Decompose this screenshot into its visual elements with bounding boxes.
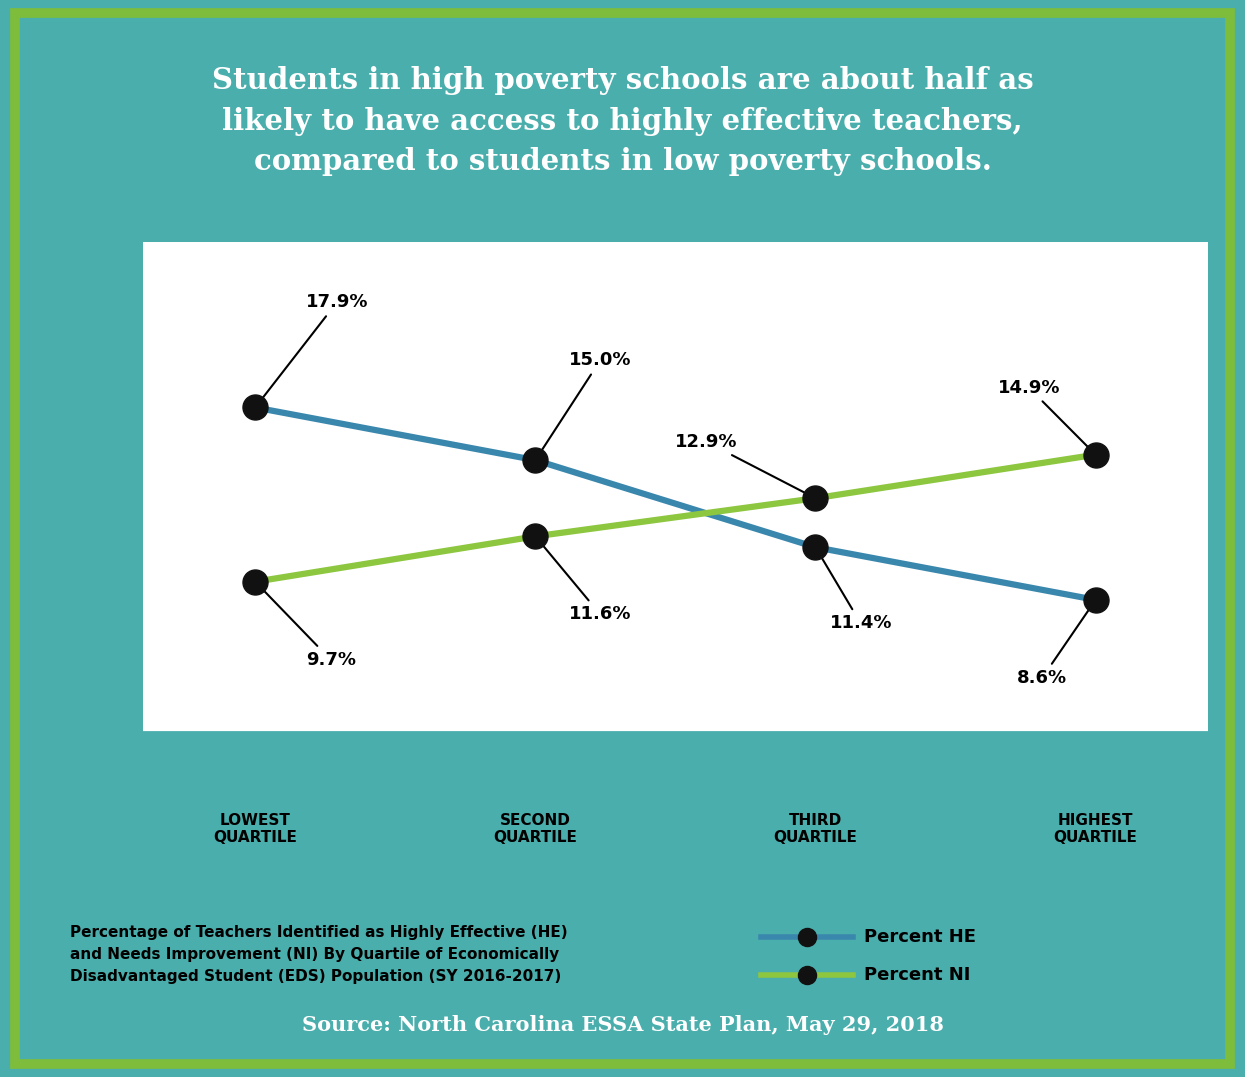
Text: Students in high poverty schools are about half as
likely to have access to high: Students in high poverty schools are abo… bbox=[212, 66, 1033, 177]
Text: Percent NI: Percent NI bbox=[864, 966, 970, 984]
Text: Source: North Carolina ESSA State Plan, May 29, 2018: Source: North Carolina ESSA State Plan, … bbox=[301, 1016, 944, 1035]
Text: HIGHEST
QUARTILE: HIGHEST QUARTILE bbox=[1053, 813, 1138, 845]
Text: SECOND
QUARTILE: SECOND QUARTILE bbox=[493, 813, 578, 845]
Text: 11.4%: 11.4% bbox=[817, 549, 891, 632]
Text: 17.9%: 17.9% bbox=[256, 293, 369, 405]
Text: Percent HE: Percent HE bbox=[864, 927, 976, 946]
Text: THIRD
QUARTILE: THIRD QUARTILE bbox=[773, 813, 858, 845]
Text: 8.6%: 8.6% bbox=[1017, 602, 1094, 687]
Text: 9.7%: 9.7% bbox=[258, 584, 356, 669]
Text: 15.0%: 15.0% bbox=[537, 351, 631, 458]
Text: Percentage of Teachers Identified as Highly Effective (HE)
and Needs Improvement: Percentage of Teachers Identified as Hig… bbox=[70, 925, 568, 984]
Text: QUARTILE OF EDS STUDENT POPULATION: QUARTILE OF EDS STUDENT POPULATION bbox=[451, 760, 900, 780]
Text: LOWEST
QUARTILE: LOWEST QUARTILE bbox=[213, 813, 298, 845]
Y-axis label: PERCENTAGE OF TEACHERS: PERCENTAGE OF TEACHERS bbox=[63, 369, 78, 605]
Text: 12.9%: 12.9% bbox=[675, 433, 813, 496]
Text: 11.6%: 11.6% bbox=[537, 538, 631, 624]
Text: 14.9%: 14.9% bbox=[997, 379, 1093, 452]
